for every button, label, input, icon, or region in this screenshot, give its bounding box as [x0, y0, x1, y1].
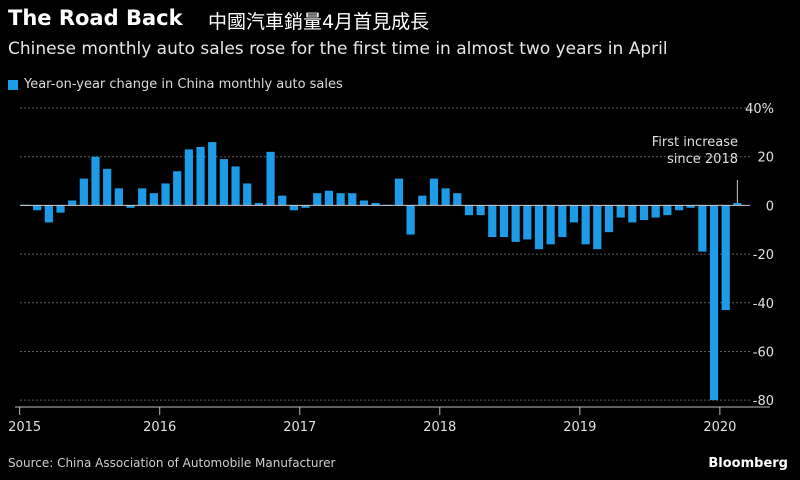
bar [546, 205, 555, 245]
y-tick-label: 20 [757, 151, 774, 166]
y-tick-label: -80 [753, 394, 774, 409]
bar [149, 193, 158, 206]
bar [663, 205, 672, 216]
x-tick-label: 2019 [563, 420, 596, 435]
bar [698, 205, 707, 252]
annotation-line1: First increase [652, 135, 738, 150]
y-tick-label: -40 [753, 297, 774, 312]
y-tick-label: 0 [766, 199, 774, 214]
x-tick-label: 2017 [283, 420, 316, 435]
bar [243, 183, 252, 206]
bar [289, 205, 299, 211]
bar [429, 178, 439, 206]
bar [138, 188, 147, 206]
legend-swatch [8, 79, 18, 90]
bar [721, 205, 730, 311]
bar [184, 149, 193, 206]
bar [254, 202, 263, 206]
bar [511, 205, 520, 242]
legend: Year-on-year change in China monthly aut… [8, 77, 343, 92]
bar [686, 205, 695, 208]
bar [336, 193, 345, 206]
bar [208, 142, 217, 206]
bar [266, 151, 275, 206]
bar [219, 159, 228, 206]
x-tick-label: 2016 [143, 420, 176, 435]
bar [406, 205, 415, 235]
bar [733, 202, 742, 206]
bar [464, 205, 474, 216]
bar [616, 205, 625, 218]
bar [231, 166, 240, 206]
bar [278, 195, 287, 206]
bar [569, 205, 579, 223]
bar [418, 195, 427, 206]
bar [371, 202, 380, 206]
bar [604, 205, 614, 233]
bar [639, 205, 649, 220]
y-tick-label: 40% [745, 102, 774, 117]
bar [114, 188, 123, 206]
y-tick-label: -20 [753, 248, 774, 263]
bar [628, 205, 637, 223]
bar [56, 205, 65, 213]
bar [499, 205, 509, 238]
x-tick-label: 2020 [703, 420, 736, 435]
bar [593, 205, 602, 250]
bar [79, 178, 88, 206]
chart-subtitle: Chinese monthly auto sales rose for the … [8, 39, 668, 59]
bar [651, 205, 660, 218]
chart-title: The Road Back [8, 6, 183, 30]
bar [674, 205, 684, 211]
bar [161, 183, 170, 206]
bar [476, 205, 485, 216]
bar [44, 205, 53, 223]
bar [33, 205, 42, 211]
bar [394, 178, 404, 206]
bloomberg-logo: Bloomberg [708, 456, 788, 471]
bar [301, 205, 310, 208]
bar [558, 205, 567, 238]
bar [359, 200, 369, 206]
x-tick-label: 2018 [423, 420, 456, 435]
bar [68, 200, 77, 206]
bar [91, 156, 100, 206]
bar [709, 205, 719, 401]
bar [313, 193, 322, 206]
bar [324, 190, 334, 206]
bar [581, 205, 590, 245]
bar [441, 188, 450, 206]
chinese-title: 中國汽車銷量4月首見成長 [208, 11, 430, 33]
bar [173, 171, 182, 206]
bar [103, 168, 112, 206]
bar [488, 205, 497, 238]
bar [534, 205, 544, 250]
y-tick-label: -60 [753, 345, 774, 360]
bar [453, 193, 462, 206]
bar [348, 193, 357, 206]
bar [126, 205, 135, 208]
x-tick-label: 2015 [8, 420, 41, 435]
bar [196, 146, 205, 206]
legend-label: Year-on-year change in China monthly aut… [24, 77, 343, 92]
bar [523, 205, 532, 240]
annotation-line2: since 2018 [667, 152, 738, 167]
source-note: Source: China Association of Automobile … [8, 456, 336, 470]
